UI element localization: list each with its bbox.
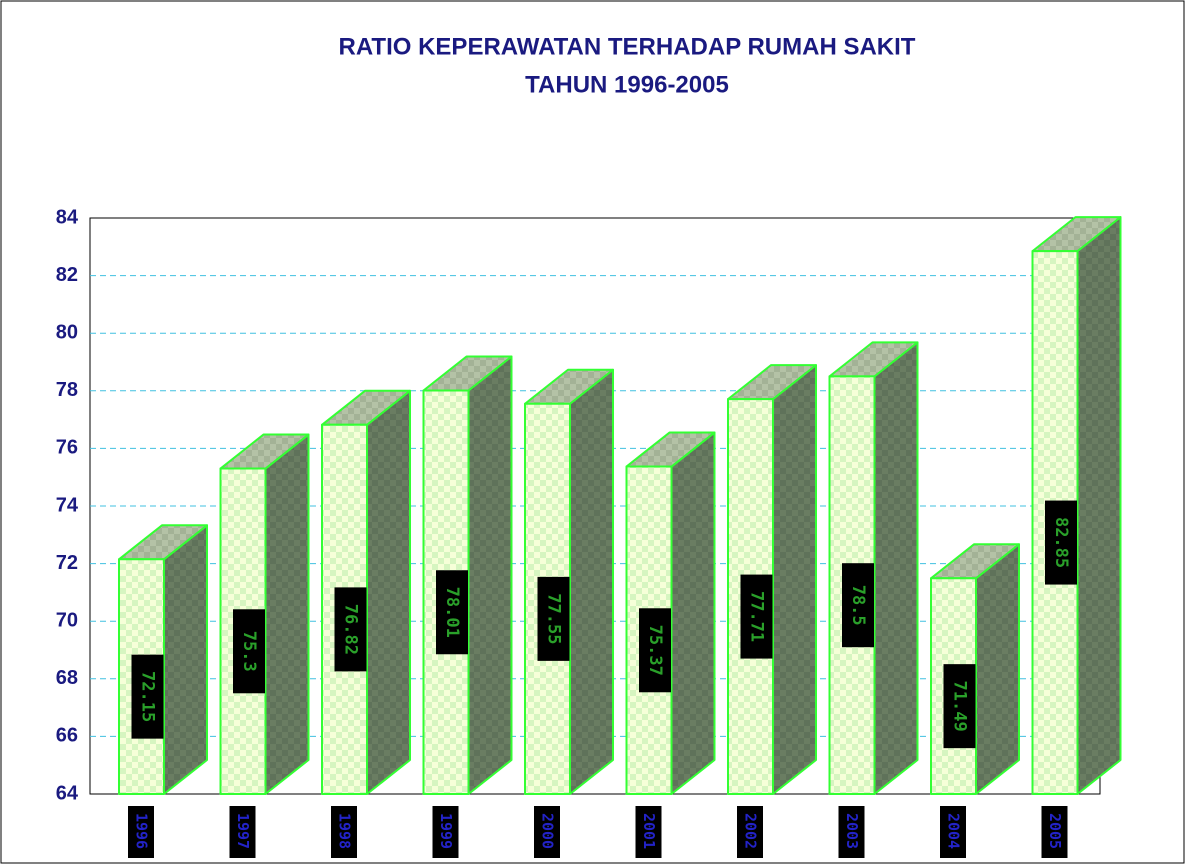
x-tick-label: 2001 — [640, 813, 658, 849]
x-tick-label: 2002 — [742, 813, 760, 849]
value-label: 77.55 — [544, 593, 564, 644]
y-tick-label: 80 — [56, 321, 78, 343]
bar-side — [366, 389, 411, 795]
x-tick-label: 2003 — [843, 813, 861, 849]
x-tick-label: 2005 — [1046, 813, 1064, 849]
y-tick-label: 82 — [56, 264, 78, 286]
bar-side — [975, 543, 1020, 795]
x-tick-label: 2004 — [945, 813, 963, 849]
value-label-box — [740, 574, 773, 659]
y-tick-label: 74 — [56, 494, 79, 516]
x-tick-box — [737, 806, 763, 858]
x-tick-box — [128, 806, 154, 858]
value-label-box — [233, 609, 265, 694]
y-tick-label: 72 — [56, 552, 78, 574]
value-label: 77.71 — [747, 591, 767, 642]
value-label: 75.3 — [239, 631, 259, 672]
y-tick-label: 84 — [56, 206, 79, 228]
bar — [524, 368, 614, 795]
value-label: 82.85 — [1051, 517, 1071, 568]
value-label-box — [943, 664, 976, 749]
x-tick-label: 1998 — [336, 813, 354, 849]
bar-side — [569, 368, 614, 795]
value-label-box — [842, 563, 874, 648]
bar — [219, 433, 310, 795]
value-label: 76.82 — [341, 604, 361, 655]
x-tick-label: 2000 — [539, 813, 557, 849]
x-tick-label: 1997 — [234, 813, 252, 849]
y-tick-label: 64 — [56, 782, 79, 804]
value-label-box — [131, 654, 164, 739]
y-tick-label: 78 — [56, 379, 78, 401]
bar-side — [1076, 216, 1122, 795]
bar-side — [264, 433, 310, 795]
value-label-box — [537, 576, 570, 661]
x-tick-box — [229, 806, 256, 858]
bar-side — [467, 355, 513, 795]
value-label: 78.01 — [442, 587, 462, 638]
value-label: 75.37 — [645, 625, 665, 676]
value-label-box — [639, 608, 671, 693]
value-label-box — [436, 570, 468, 655]
bar-side — [772, 364, 817, 795]
value-label: 78.5 — [848, 585, 868, 626]
bar-side — [873, 341, 919, 795]
y-tick-label: 70 — [56, 609, 78, 631]
x-tick-box — [940, 806, 966, 858]
x-tick-box — [635, 806, 662, 858]
value-label: 71.49 — [950, 681, 970, 732]
x-tick-box — [534, 806, 560, 858]
chart-title: RATIO KEPERAWATAN TERHADAP RUMAH SAKIT — [339, 33, 916, 60]
value-label-box — [1045, 500, 1077, 585]
value-label: 72.15 — [138, 671, 158, 722]
x-tick-box — [432, 806, 459, 858]
y-tick-label: 66 — [56, 725, 78, 747]
x-tick-label: 1999 — [437, 813, 455, 849]
value-label-box — [334, 587, 367, 672]
y-tick-label: 68 — [56, 667, 78, 689]
x-tick-box — [838, 806, 865, 858]
x-tick-label: 1996 — [133, 813, 151, 849]
x-tick-box — [1041, 806, 1068, 858]
bar-side — [670, 431, 716, 795]
x-tick-box — [331, 806, 357, 858]
y-tick-label: 76 — [56, 437, 78, 459]
bar-side — [163, 524, 208, 795]
chart-subtitle: TAHUN 1996-2005 — [525, 71, 729, 98]
